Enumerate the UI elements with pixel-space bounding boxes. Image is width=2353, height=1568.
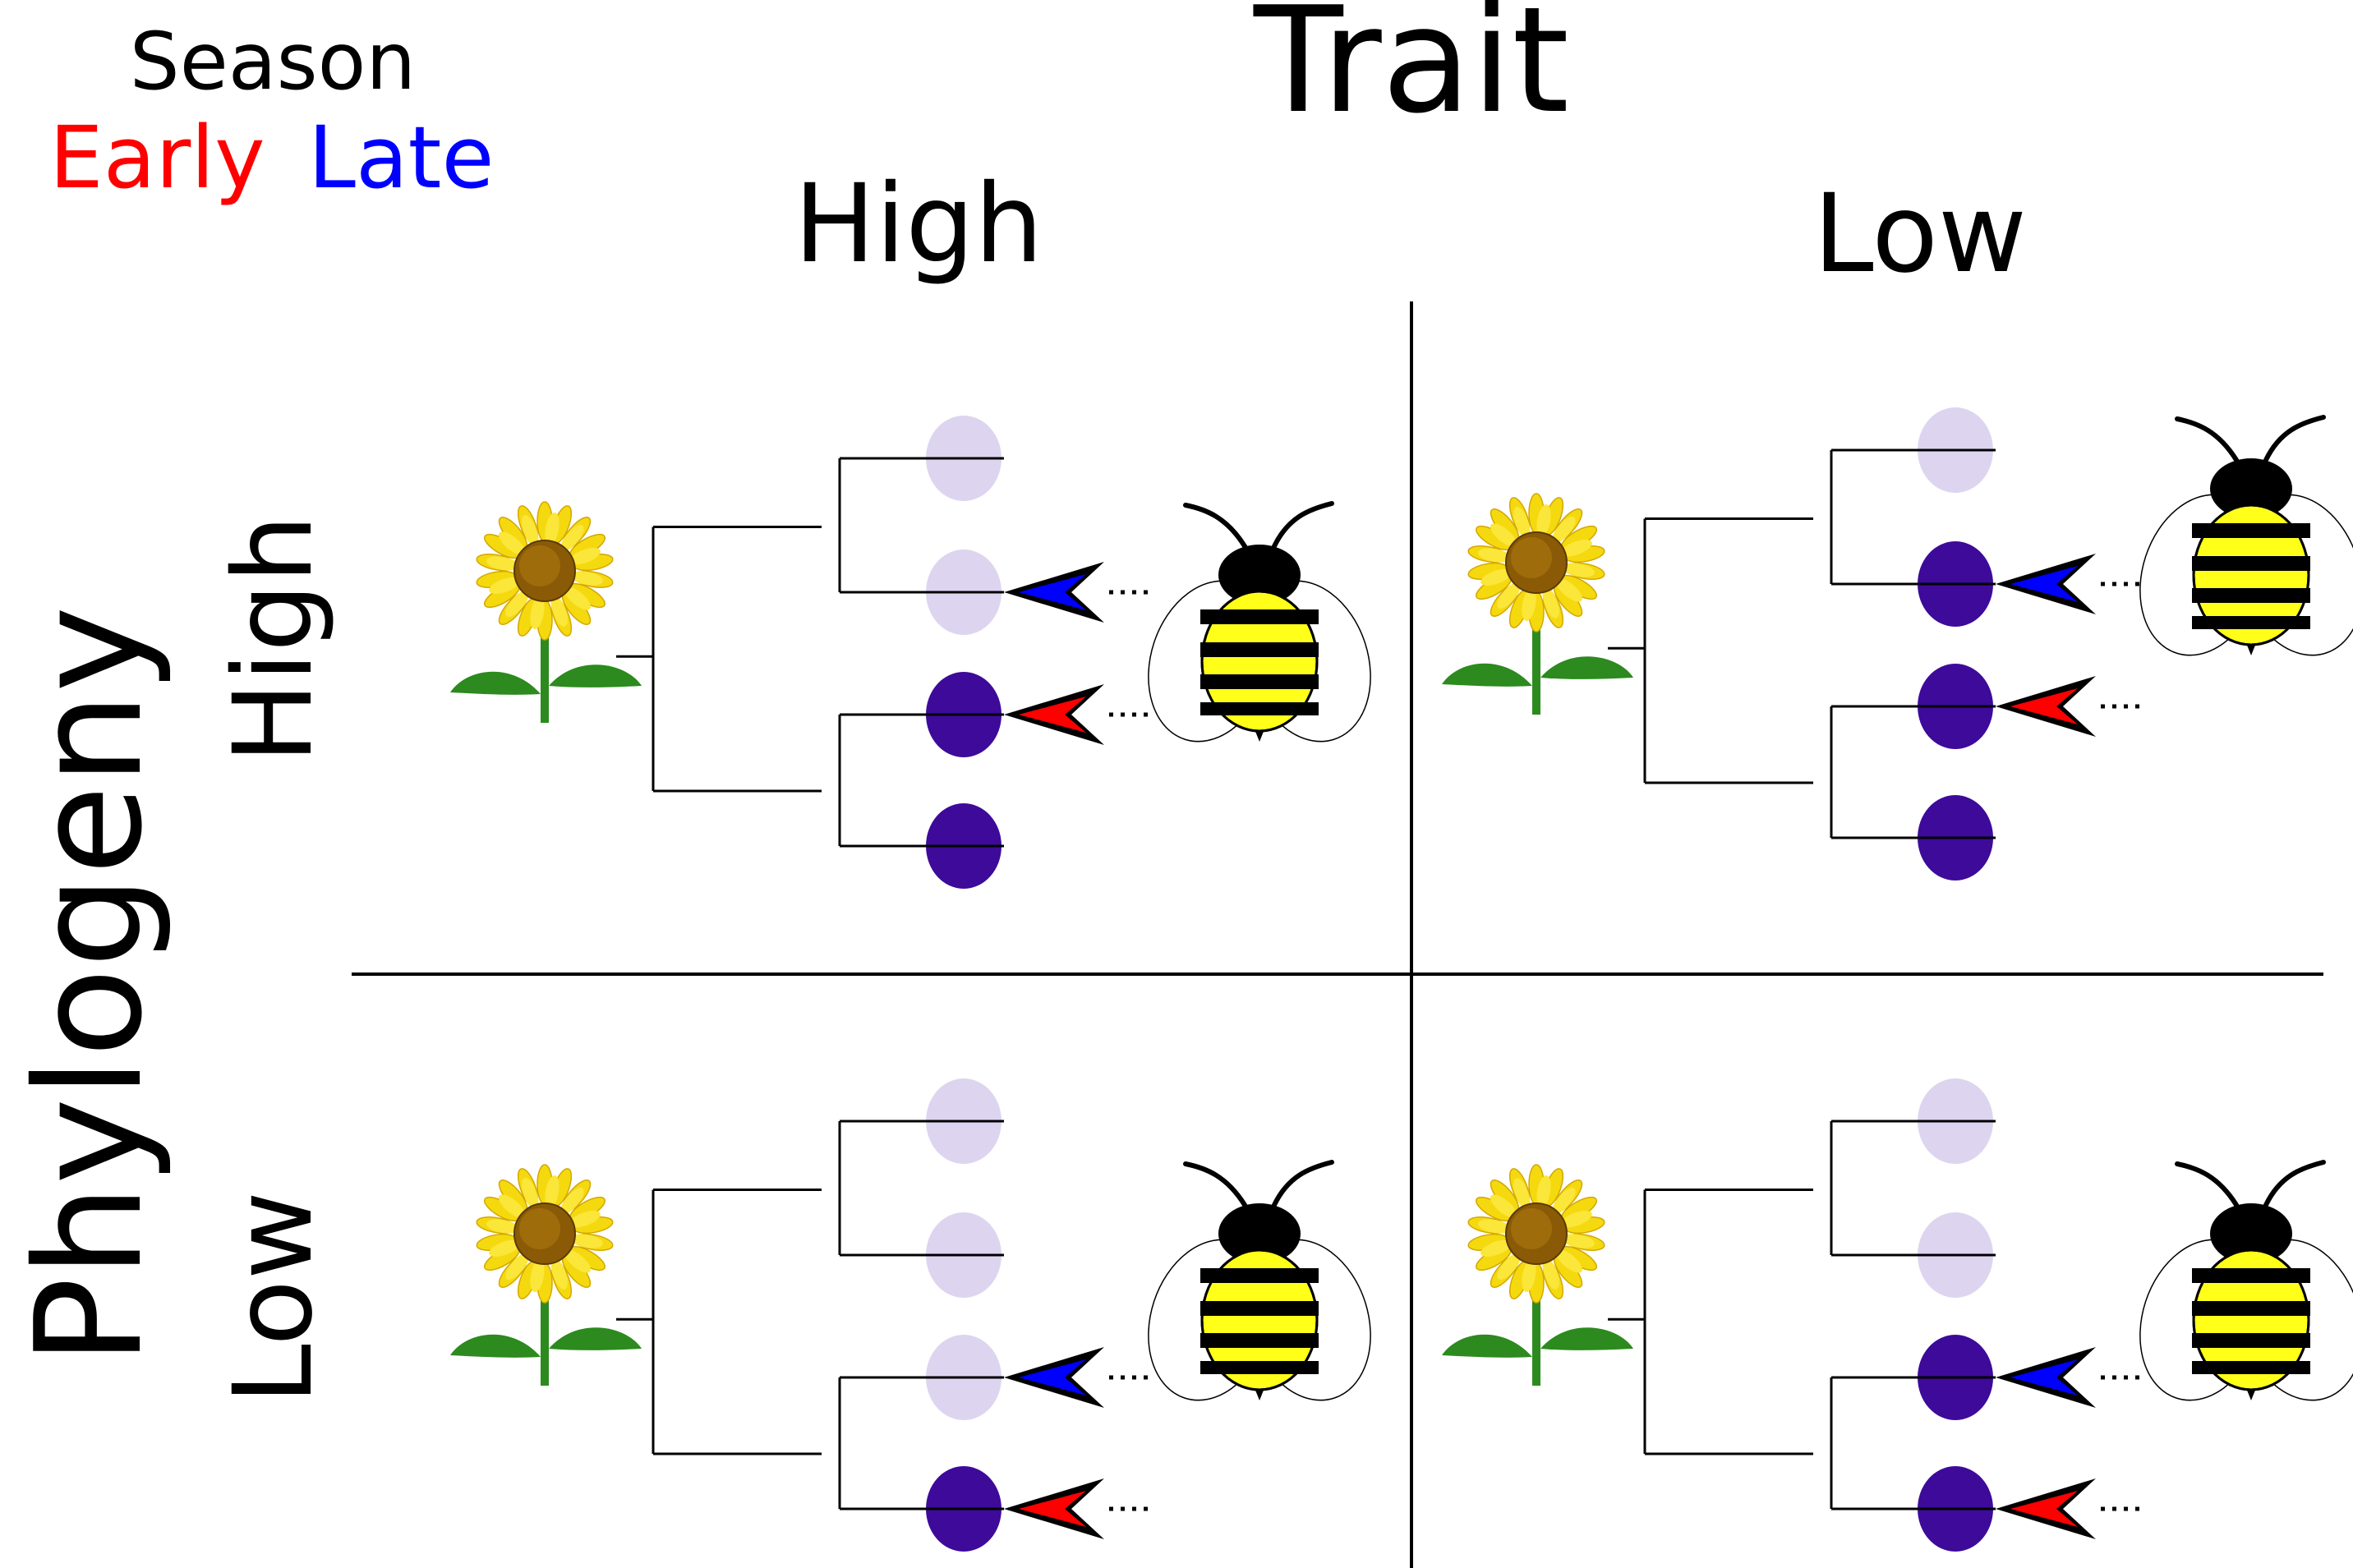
early-season-visit-arrow (1004, 684, 1152, 745)
bee-icon (1129, 1162, 1391, 1416)
phylogeny-tree (616, 1121, 841, 1509)
early-season-visit-arrow (1004, 1478, 1152, 1539)
sunflower-icon (1442, 1165, 1633, 1386)
phylogeny-tree (1608, 1121, 1833, 1509)
sunflower-icon (1442, 494, 1633, 715)
panels (450, 407, 2353, 1552)
panel-trait-high-phylo-low (450, 1078, 1390, 1552)
row-label-low: Low (210, 1191, 337, 1405)
late-season-visit-arrow (1996, 1347, 2143, 1408)
column-axis-title: Trait (1253, 0, 1569, 145)
phylogeny-tree (616, 458, 841, 846)
column-label-low: Low (1813, 171, 2027, 297)
panel-trait-high-phylo-high (450, 416, 1390, 889)
row-axis-title: Phylogeny (4, 606, 174, 1366)
panel-trait-low-phylo-low (1442, 1078, 2353, 1552)
legend-early: Early (49, 108, 265, 208)
early-season-visit-arrow (1996, 1478, 2143, 1539)
late-season-visit-arrow (1004, 562, 1152, 623)
bee-icon (1129, 504, 1391, 757)
bee-icon (2120, 417, 2353, 671)
sunflower-icon (450, 502, 642, 723)
late-season-visit-arrow (1996, 554, 2143, 614)
sunflower-icon (450, 1165, 642, 1386)
phylogeny-tree (1608, 450, 1833, 838)
bee-icon (2120, 1162, 2353, 1416)
legend-title: Season (130, 16, 416, 108)
panel-trait-low-phylo-high (1442, 407, 2353, 881)
column-label-high: High (794, 161, 1043, 287)
early-season-visit-arrow (1996, 676, 2143, 737)
row-label-high: High (210, 514, 337, 763)
legend-late: Late (308, 108, 494, 208)
late-season-visit-arrow (1004, 1347, 1152, 1408)
